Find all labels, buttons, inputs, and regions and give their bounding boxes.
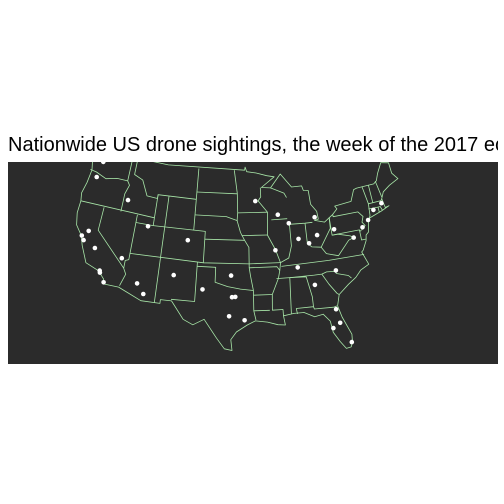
state-border-line (97, 207, 127, 286)
state-border-line (313, 305, 338, 310)
map-background (8, 162, 498, 364)
sighting-point (273, 248, 278, 253)
sighting-point (134, 281, 140, 286)
state-border-line (193, 168, 200, 231)
sighting-point (314, 232, 320, 238)
state-border-line (289, 221, 313, 225)
state-border-line (276, 277, 292, 314)
state-border-line (271, 218, 288, 221)
state-border-line (332, 211, 366, 231)
sighting-point (365, 217, 371, 223)
sighting-point (286, 221, 292, 226)
state-border-line (257, 187, 284, 316)
sighting-point (92, 245, 98, 251)
state-border-line (374, 180, 383, 198)
sighting-point (351, 235, 357, 240)
state-border-line (331, 229, 362, 236)
state-border-line (253, 309, 270, 312)
sighting-point (228, 273, 234, 278)
sighting-point (145, 224, 151, 229)
sighting-point (253, 198, 258, 204)
sighting-point (333, 268, 339, 273)
state-border-line (304, 217, 331, 248)
state-border-line (368, 206, 380, 213)
sighting-point (229, 294, 235, 300)
sighting-point (185, 237, 191, 243)
sighting-point (141, 291, 146, 297)
sightings-layer (79, 162, 384, 345)
sighting-point (94, 174, 99, 180)
sighting-point (171, 272, 176, 278)
state-border-line (134, 162, 197, 200)
sighting-point (125, 197, 131, 203)
sighting-point (242, 318, 247, 323)
sighting-point (331, 325, 336, 331)
state-border-line (359, 229, 367, 241)
state-border-line (289, 276, 314, 314)
state-border-line (196, 191, 238, 195)
state-border-line (281, 254, 365, 267)
sighting-point (360, 225, 365, 230)
sighting-point (275, 212, 281, 217)
state-border-line (321, 273, 340, 295)
sighting-point (331, 227, 337, 232)
state-border-line (129, 253, 281, 265)
state-border-line (204, 238, 245, 241)
sighting-point (349, 339, 355, 345)
sighting-point (295, 265, 301, 270)
state-border-line (249, 266, 281, 271)
state-border-line (241, 234, 268, 236)
sighting-point (371, 207, 376, 213)
sighting-point (86, 228, 91, 234)
state-border-line (90, 169, 128, 182)
sighting-point (306, 241, 312, 246)
sighting-point (233, 294, 238, 300)
sighting-point (226, 314, 232, 319)
state-border-line (289, 271, 352, 279)
sighting-point (81, 237, 86, 243)
sighting-point (119, 255, 125, 261)
sighting-point (337, 320, 343, 326)
us-outline (76, 162, 399, 351)
sighting-point (296, 236, 301, 242)
state-border-line (153, 258, 161, 303)
state-border-line (233, 170, 257, 321)
sighting-point (379, 200, 384, 206)
state-border-line (170, 262, 198, 302)
sighting-point (101, 162, 106, 165)
state-border-line (237, 211, 268, 214)
map-title: Nationwide US drone sightings, the week … (8, 134, 498, 156)
state-border-line (361, 186, 371, 219)
sighting-point (97, 270, 103, 275)
sighting-point (333, 306, 339, 312)
sighting-point (101, 280, 106, 285)
state-borders (76, 162, 399, 351)
state-border-line (197, 265, 254, 291)
map-panel (8, 162, 498, 364)
state-border-line (135, 222, 154, 226)
state-border-line (194, 214, 238, 222)
state-border-line (253, 294, 273, 296)
state-border-line (160, 196, 170, 259)
state-border-line (377, 206, 383, 211)
state-border-line (270, 187, 287, 198)
sighting-point (312, 282, 318, 288)
state-border-line (120, 162, 133, 212)
state-border-line (368, 185, 374, 203)
state-border-line (123, 214, 138, 269)
sighting-point (79, 233, 85, 238)
state-border-line (152, 194, 206, 263)
us-map (8, 162, 498, 364)
state-border-line (80, 200, 155, 219)
sighting-point (312, 214, 317, 220)
sighting-point (200, 287, 205, 292)
state-border-line (280, 224, 292, 263)
